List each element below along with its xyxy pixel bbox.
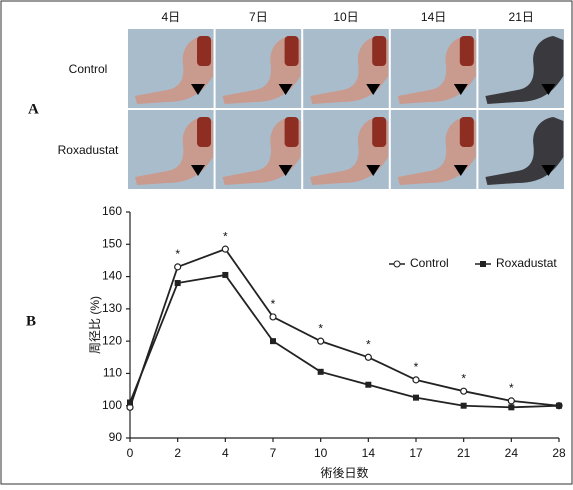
x-tick-label: 4 xyxy=(222,446,229,460)
significance-mark: * xyxy=(223,229,228,243)
panel-label: A xyxy=(28,101,39,117)
x-tick-label: 10 xyxy=(314,446,328,460)
significance-mark: * xyxy=(318,321,323,335)
point xyxy=(508,404,515,411)
legend-marker xyxy=(393,260,401,268)
significance-mark: * xyxy=(366,337,371,351)
y-tick-label: 140 xyxy=(102,269,122,283)
column-header: 10日 xyxy=(333,10,358,24)
significance-mark: * xyxy=(175,247,180,261)
row-label: Roxadustat xyxy=(58,143,119,157)
photo-grid: 4日 7日 10日 14日 21日 Control Roxadustat xyxy=(58,10,565,190)
wound xyxy=(372,36,387,66)
point xyxy=(317,368,324,375)
series-line xyxy=(129,248,560,408)
arrowhead xyxy=(366,165,381,176)
x-tick-label: 2 xyxy=(174,446,181,460)
significance-mark: * xyxy=(271,297,276,311)
x-tick-label: 14 xyxy=(362,446,376,460)
point xyxy=(317,337,325,345)
y-tick-label: 160 xyxy=(102,204,122,218)
arrowhead xyxy=(453,165,468,176)
point xyxy=(221,245,229,253)
y-tick-label: 110 xyxy=(103,366,122,380)
significance-mark: * xyxy=(414,360,419,374)
arrowhead xyxy=(541,165,556,176)
arrowhead xyxy=(453,84,468,95)
point xyxy=(365,381,372,388)
x-tick-label: 28 xyxy=(552,446,566,460)
y-tick-label: 130 xyxy=(102,301,122,315)
point xyxy=(460,387,468,395)
panel-label: B xyxy=(26,313,36,329)
point xyxy=(507,397,515,405)
x-axis-label: 術後日数 xyxy=(320,465,368,480)
point xyxy=(269,313,277,321)
y-tick-label: 120 xyxy=(102,333,122,347)
wound xyxy=(197,117,211,147)
legend-label: Control xyxy=(410,256,449,270)
legend-label: Roxadustat xyxy=(496,256,557,270)
point xyxy=(222,271,229,278)
y-axis-label: 周径比 (%) xyxy=(88,296,102,354)
x-tick-label: 17 xyxy=(409,446,423,460)
x-tick-label: 0 xyxy=(127,446,134,460)
wound xyxy=(372,117,387,147)
arrowhead xyxy=(191,84,205,95)
x-tick-label: 21 xyxy=(457,446,471,460)
y-tick-label: 150 xyxy=(102,236,122,250)
legend-marker xyxy=(480,261,486,267)
column-header: 7日 xyxy=(249,10,268,24)
point xyxy=(413,394,419,401)
wound xyxy=(197,36,211,66)
wound xyxy=(284,36,299,66)
row-label: Control xyxy=(69,62,108,76)
point xyxy=(460,402,467,409)
point xyxy=(174,280,181,287)
point xyxy=(364,353,372,361)
arrowhead xyxy=(366,84,381,95)
column-header: 4日 xyxy=(161,10,180,24)
y-tick-label: 100 xyxy=(102,398,122,412)
wound xyxy=(459,36,474,66)
point xyxy=(270,338,276,345)
wound xyxy=(459,117,474,147)
significance-mark: * xyxy=(461,371,466,385)
x-tick-label: 24 xyxy=(505,446,519,460)
arrowhead xyxy=(541,84,556,95)
y-tick-label: 90 xyxy=(109,430,123,444)
arrowhead xyxy=(278,84,293,95)
wound xyxy=(284,117,299,147)
significance-mark: * xyxy=(509,381,514,395)
series-line xyxy=(129,273,560,409)
point xyxy=(556,402,562,409)
arrowhead xyxy=(278,165,293,176)
point xyxy=(127,399,133,406)
point xyxy=(174,263,182,271)
column-header: 21日 xyxy=(509,10,534,24)
x-tick-label: 7 xyxy=(270,446,277,460)
point xyxy=(412,376,420,384)
column-header: 14日 xyxy=(421,10,446,24)
arrowhead xyxy=(191,165,205,176)
